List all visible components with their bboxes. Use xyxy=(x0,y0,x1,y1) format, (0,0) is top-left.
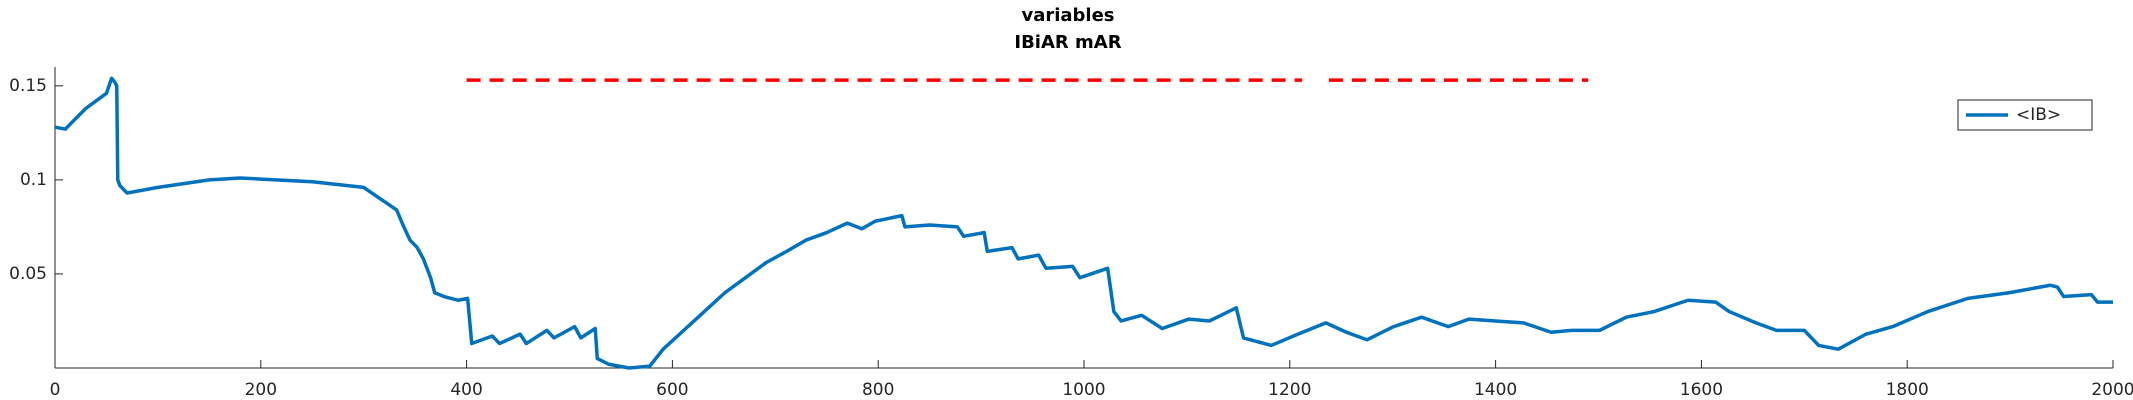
x-tick-label: 1600 xyxy=(1680,380,1723,400)
x-tick-label: 0 xyxy=(50,380,61,400)
x-tick-label: 400 xyxy=(450,380,482,400)
y-tick-label: 0.1 xyxy=(20,170,47,190)
chart-title: variables xyxy=(1021,5,1114,26)
y-tick-label: 0.15 xyxy=(9,76,47,96)
x-tick-label: 200 xyxy=(245,380,277,400)
chart-subtitle: IBiAR mAR xyxy=(1014,32,1121,53)
x-tick-label: 1400 xyxy=(1474,380,1517,400)
x-tick-label: 2000 xyxy=(2091,380,2133,400)
x-tick-label: 1800 xyxy=(1886,380,1929,400)
y-tick-label: 0.05 xyxy=(9,264,47,284)
x-tick-label: 1000 xyxy=(1062,380,1105,400)
x-tick-label: 600 xyxy=(656,380,688,400)
x-tick-label: 800 xyxy=(862,380,894,400)
legend-label: <IB> xyxy=(2016,105,2061,125)
series-line xyxy=(54,76,2113,370)
x-tick-label: 1200 xyxy=(1268,380,1311,400)
